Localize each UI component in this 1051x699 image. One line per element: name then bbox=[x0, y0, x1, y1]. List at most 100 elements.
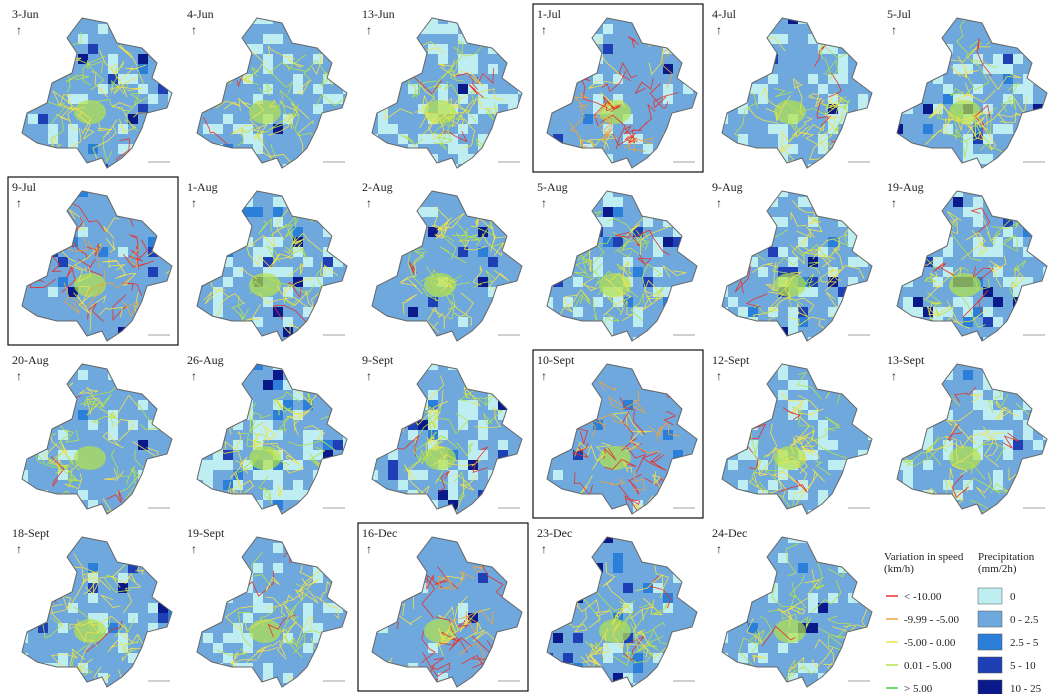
precip-cell bbox=[848, 563, 858, 573]
precip-cell bbox=[138, 34, 148, 44]
date-label: 23-Dec bbox=[537, 526, 572, 540]
precip-cell bbox=[748, 317, 758, 327]
road bbox=[941, 500, 960, 532]
precip-cell bbox=[633, 663, 643, 673]
road bbox=[311, 138, 337, 153]
precip-cell bbox=[38, 430, 48, 440]
precip-cell bbox=[663, 327, 673, 337]
precip-cell bbox=[903, 420, 913, 430]
precip-cell bbox=[28, 24, 38, 34]
precip-cell bbox=[1033, 297, 1043, 307]
road bbox=[407, 492, 423, 519]
map-panel: 1-Jul↑ bbox=[533, 4, 703, 178]
precip-cell bbox=[963, 177, 973, 187]
precip-cell bbox=[728, 317, 738, 327]
precip-cell bbox=[1003, 154, 1013, 164]
road bbox=[223, 325, 243, 346]
precip-cell bbox=[748, 327, 758, 337]
precip-cell bbox=[993, 370, 1003, 380]
precip-cell bbox=[778, 350, 788, 360]
map-panel: 9-Jul↑ bbox=[8, 177, 181, 347]
precip-cell bbox=[883, 450, 893, 460]
map-panel: 13-Jun↑ bbox=[358, 4, 528, 174]
precip-cell bbox=[1003, 64, 1013, 74]
precip-cell bbox=[738, 510, 748, 520]
precip-cell bbox=[583, 207, 593, 217]
road bbox=[144, 492, 150, 514]
precip-cell bbox=[398, 370, 408, 380]
precip-cell bbox=[458, 420, 468, 430]
precip-cell bbox=[213, 380, 223, 390]
precip-cell bbox=[883, 247, 893, 257]
date-label: 10-Sept bbox=[537, 353, 575, 367]
precip-cell bbox=[68, 144, 78, 154]
precip-cell bbox=[573, 197, 583, 207]
precip-cell bbox=[213, 327, 223, 337]
precip-cell bbox=[613, 207, 623, 217]
precip-cell bbox=[1003, 74, 1013, 84]
precip-cell bbox=[18, 450, 28, 460]
precip-cell bbox=[643, 197, 653, 207]
precip-cell bbox=[553, 74, 563, 84]
date-label: 5-Aug bbox=[537, 180, 568, 194]
precip-cell bbox=[303, 523, 313, 533]
precip-cell bbox=[758, 533, 768, 543]
precip-cell bbox=[993, 470, 1003, 480]
road bbox=[749, 52, 761, 66]
precip-cell bbox=[543, 247, 553, 257]
road bbox=[745, 563, 759, 582]
precip-cell bbox=[533, 327, 543, 337]
precip-cell bbox=[603, 207, 613, 217]
precip-cell bbox=[88, 350, 98, 360]
road bbox=[666, 541, 676, 564]
precip-cell bbox=[223, 380, 233, 390]
precip-cell bbox=[18, 217, 28, 227]
precip-cell bbox=[943, 327, 953, 337]
precip-cell bbox=[1003, 124, 1013, 134]
precip-cell bbox=[428, 643, 438, 653]
precip-cell bbox=[933, 317, 943, 327]
precip-cell bbox=[913, 257, 923, 267]
precip-cell bbox=[303, 673, 313, 683]
precip-cell bbox=[468, 114, 478, 124]
precip-cell bbox=[788, 350, 798, 360]
date-label: 26-Aug bbox=[187, 353, 224, 367]
precip-cell bbox=[808, 623, 818, 633]
precip-cell bbox=[758, 543, 768, 553]
precip-cell bbox=[223, 410, 233, 420]
map-panel: 9-Sept↑ bbox=[358, 350, 528, 520]
precip-cell bbox=[203, 380, 213, 390]
map-panel: 9-Aug↑ bbox=[708, 177, 878, 347]
precip-cell bbox=[868, 277, 878, 287]
precip-cell bbox=[518, 84, 528, 94]
precip-cell bbox=[148, 124, 158, 134]
road bbox=[731, 669, 760, 694]
precip-cell bbox=[708, 74, 718, 84]
precip-cell bbox=[313, 500, 323, 510]
precip-cell bbox=[963, 134, 973, 144]
city-core bbox=[424, 446, 456, 470]
precip-cell bbox=[388, 460, 398, 470]
precip-cell bbox=[798, 177, 808, 187]
precip-cell bbox=[883, 480, 893, 490]
precip-cell bbox=[778, 34, 788, 44]
precip-cell bbox=[758, 207, 768, 217]
precip-cell bbox=[983, 64, 993, 74]
precip-cell bbox=[1043, 380, 1051, 390]
precip-cell bbox=[1003, 54, 1013, 64]
precip-cell bbox=[358, 104, 368, 114]
precip-cell bbox=[58, 663, 68, 673]
precip-cell bbox=[858, 683, 868, 693]
precip-cell bbox=[738, 420, 748, 430]
precip-cell bbox=[643, 144, 653, 154]
precip-cell bbox=[438, 510, 448, 520]
precip-cell bbox=[263, 54, 273, 64]
precip-cell bbox=[213, 370, 223, 380]
precip-cell bbox=[718, 277, 728, 287]
precip-cell bbox=[78, 177, 88, 187]
precip-cell bbox=[158, 573, 168, 583]
precip-cell bbox=[903, 400, 913, 410]
precip-cell bbox=[498, 207, 508, 217]
map-body bbox=[533, 523, 703, 693]
precip-cell bbox=[708, 267, 718, 277]
